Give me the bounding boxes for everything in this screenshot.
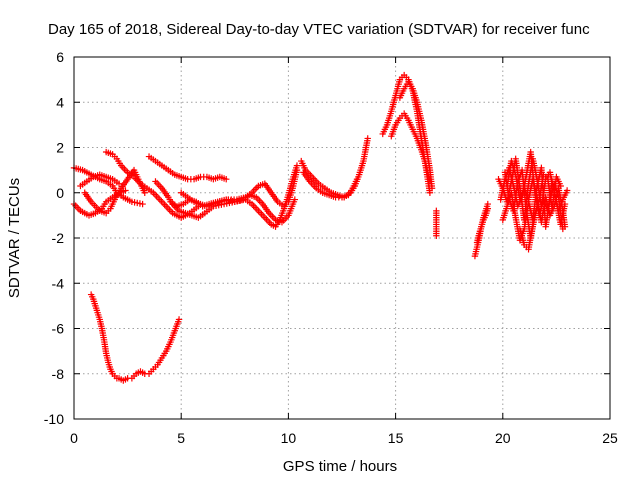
series-trace-f: [145, 153, 230, 183]
y-tick-label: -10: [44, 411, 64, 427]
data-point: [122, 187, 129, 194]
data-points-layer: [70, 71, 571, 384]
series-trace-d: [77, 171, 123, 190]
y-tick-label: -6: [52, 321, 65, 337]
data-point: [291, 196, 299, 203]
series-trace-j: [298, 135, 371, 201]
y-tick-label: -2: [52, 230, 65, 246]
data-point: [223, 175, 230, 183]
series-trace-r: [473, 205, 491, 246]
data-point: [426, 189, 434, 196]
data-point: [563, 187, 571, 194]
data-point: [433, 232, 440, 239]
data-point: [533, 203, 541, 210]
y-tick-label: 4: [56, 94, 64, 110]
x-tick-label: 20: [495, 430, 511, 446]
series-trace-l: [87, 291, 183, 384]
x-tick-label: 10: [281, 430, 297, 446]
data-point: [561, 223, 569, 230]
series-trace-k: [300, 169, 361, 201]
x-axis-label: GPS time / hours: [283, 458, 397, 475]
series-trace-x: [516, 203, 541, 253]
x-tick-label: 5: [177, 430, 185, 446]
data-point: [139, 200, 146, 208]
y-tick-labels: -10 -8 -6 -4 -2 0 2 4 6: [44, 49, 64, 427]
y-tick-label: -8: [52, 366, 65, 382]
series-trace-o: [396, 78, 436, 192]
plot-frame: [73, 56, 611, 420]
data-point: [293, 166, 301, 174]
x-tick-label: 0: [70, 430, 78, 446]
y-axis-label: SDTVAR / TECUs: [6, 178, 23, 298]
data-point: [484, 205, 491, 212]
y-tick-label: 0: [56, 185, 64, 201]
data-point: [353, 175, 361, 183]
data-point: [175, 316, 183, 323]
data-point: [428, 185, 436, 192]
x-tick-label: 15: [388, 430, 404, 446]
x-tick-label: 25: [602, 430, 618, 446]
x-tick-labels: 0 5 10 15 20 25: [70, 430, 618, 446]
data-point: [141, 189, 148, 196]
data-point: [364, 135, 371, 142]
y-tick-label: 6: [56, 49, 64, 65]
y-tick-label: -4: [52, 275, 65, 291]
series-trace-i: [178, 166, 301, 210]
chart-title: Day 165 of 2018, Sidereal Day-to-day VTE…: [48, 21, 590, 38]
data-point: [115, 180, 123, 187]
y-tick-label: 2: [56, 140, 64, 156]
series-trace-w: [503, 157, 569, 230]
series-trace-p: [433, 207, 440, 239]
